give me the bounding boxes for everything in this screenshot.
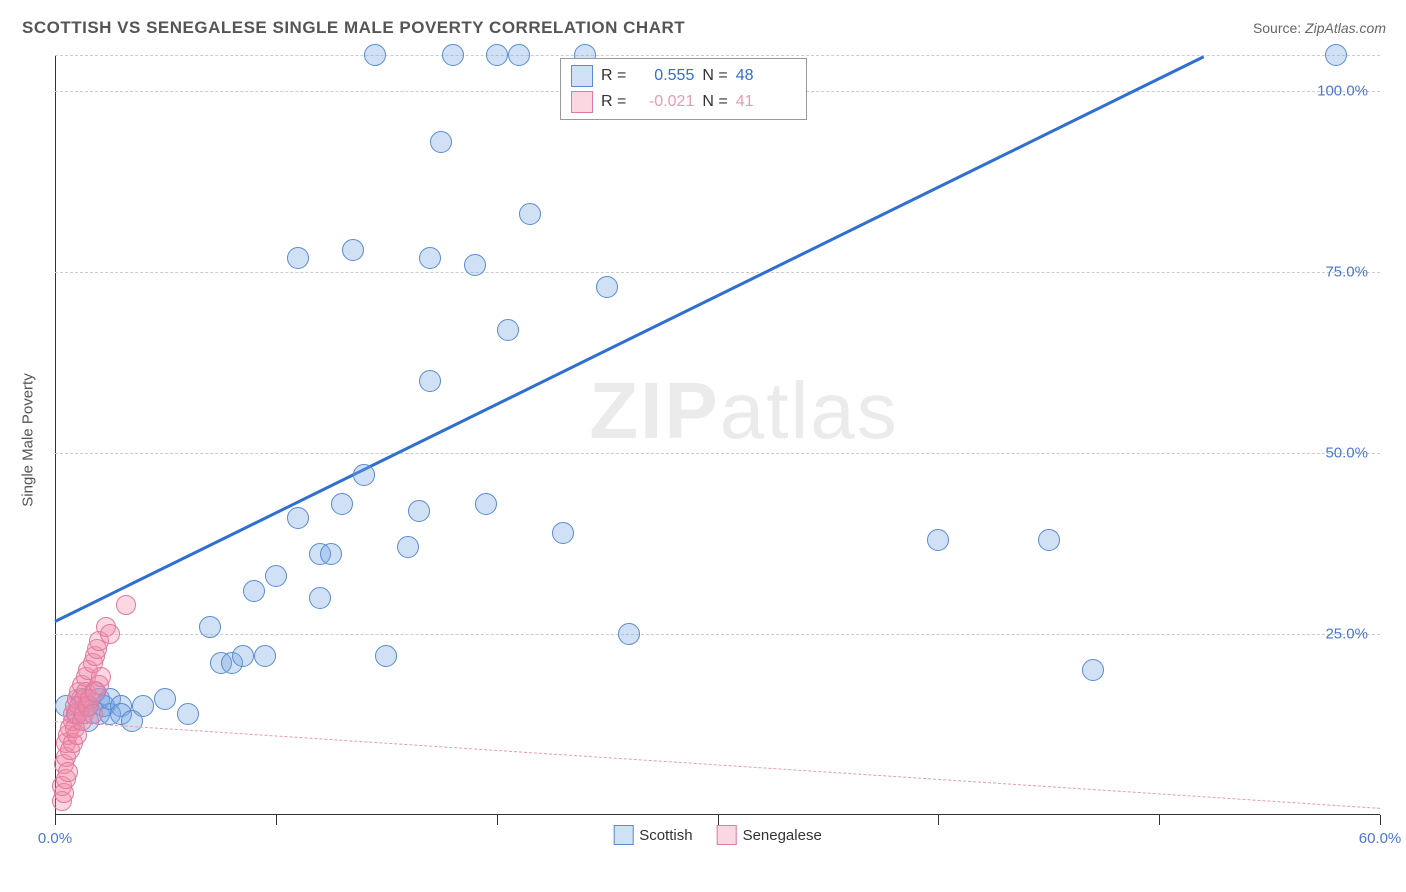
stats-n-label: N =	[702, 93, 727, 111]
x-tick-label: 60.0%	[1359, 830, 1402, 847]
stats-box: R = 0.555 N = 48 R = -0.021 N = 41	[560, 58, 807, 120]
data-point	[430, 131, 452, 153]
data-point	[596, 276, 618, 298]
data-point	[486, 44, 508, 66]
stats-n-value: 41	[736, 93, 796, 111]
source-attribution: Source: ZipAtlas.com	[1253, 20, 1386, 36]
stats-r-label: R =	[601, 67, 626, 85]
data-point	[442, 44, 464, 66]
x-tick	[938, 815, 939, 825]
x-tick	[1159, 815, 1160, 825]
data-point	[254, 645, 276, 667]
x-tick	[497, 815, 498, 825]
data-point	[154, 688, 176, 710]
legend-swatch	[717, 825, 737, 845]
y-tick-label: 25.0%	[1325, 626, 1368, 643]
data-point	[552, 522, 574, 544]
data-point	[475, 493, 497, 515]
data-point	[320, 543, 342, 565]
gridline-h	[55, 55, 1380, 56]
stats-r-label: R =	[601, 93, 626, 111]
legend: Scottish Senegalese	[613, 825, 822, 845]
source-name: ZipAtlas.com	[1305, 20, 1386, 36]
stats-r-value: 0.555	[634, 67, 694, 85]
data-point	[177, 703, 199, 725]
data-point	[408, 500, 430, 522]
stats-r-value: -0.021	[634, 93, 694, 111]
legend-label: Scottish	[639, 827, 692, 844]
scatter-plot: ZIPatlas 25.0%50.0%75.0%100.0%0.0%60.0% …	[55, 55, 1380, 845]
data-point	[618, 623, 640, 645]
plot-area: 25.0%50.0%75.0%100.0%0.0%60.0%	[55, 55, 1380, 845]
data-point	[927, 529, 949, 551]
x-tick	[55, 815, 56, 825]
chart-title: SCOTTISH VS SENEGALESE SINGLE MALE POVER…	[22, 18, 685, 38]
data-point	[58, 762, 78, 782]
y-tick-label: 50.0%	[1325, 445, 1368, 462]
stats-row: R = 0.555 N = 48	[571, 63, 796, 89]
data-point	[116, 595, 136, 615]
trend-line	[54, 55, 1204, 622]
data-point	[1082, 659, 1104, 681]
data-point	[519, 203, 541, 225]
y-tick-label: 100.0%	[1317, 83, 1368, 100]
x-tick	[1380, 815, 1381, 825]
stats-n-value: 48	[736, 67, 796, 85]
x-tick	[276, 815, 277, 825]
data-point	[364, 44, 386, 66]
data-point	[91, 667, 111, 687]
data-point	[464, 254, 486, 276]
y-tick-label: 75.0%	[1325, 264, 1368, 281]
data-point	[132, 695, 154, 717]
gridline-h	[55, 634, 1380, 635]
gridline-h	[55, 453, 1380, 454]
data-point	[243, 580, 265, 602]
legend-swatch	[571, 65, 593, 87]
data-point	[342, 239, 364, 261]
legend-swatch	[571, 91, 593, 113]
legend-swatch	[613, 825, 633, 845]
data-point	[375, 645, 397, 667]
stats-row: R = -0.021 N = 41	[571, 89, 796, 115]
stats-n-label: N =	[702, 67, 727, 85]
y-axis-title: Single Male Poverty	[20, 373, 37, 506]
trend-line	[55, 721, 1380, 809]
x-tick-label: 0.0%	[38, 830, 72, 847]
data-point	[287, 247, 309, 269]
x-tick	[718, 815, 719, 825]
data-point	[100, 624, 120, 644]
legend-item: Scottish	[613, 825, 692, 845]
data-point	[508, 44, 530, 66]
data-point	[309, 587, 331, 609]
data-point	[83, 704, 103, 724]
source-label: Source:	[1253, 20, 1301, 36]
data-point	[1038, 529, 1060, 551]
data-point	[419, 370, 441, 392]
data-point	[232, 645, 254, 667]
data-point	[353, 464, 375, 486]
legend-item: Senegalese	[717, 825, 822, 845]
legend-label: Senegalese	[743, 827, 822, 844]
data-point	[331, 493, 353, 515]
data-point	[199, 616, 221, 638]
data-point	[265, 565, 287, 587]
data-point	[287, 507, 309, 529]
gridline-h	[55, 272, 1380, 273]
data-point	[1325, 44, 1347, 66]
data-point	[497, 319, 519, 341]
data-point	[397, 536, 419, 558]
data-point	[419, 247, 441, 269]
